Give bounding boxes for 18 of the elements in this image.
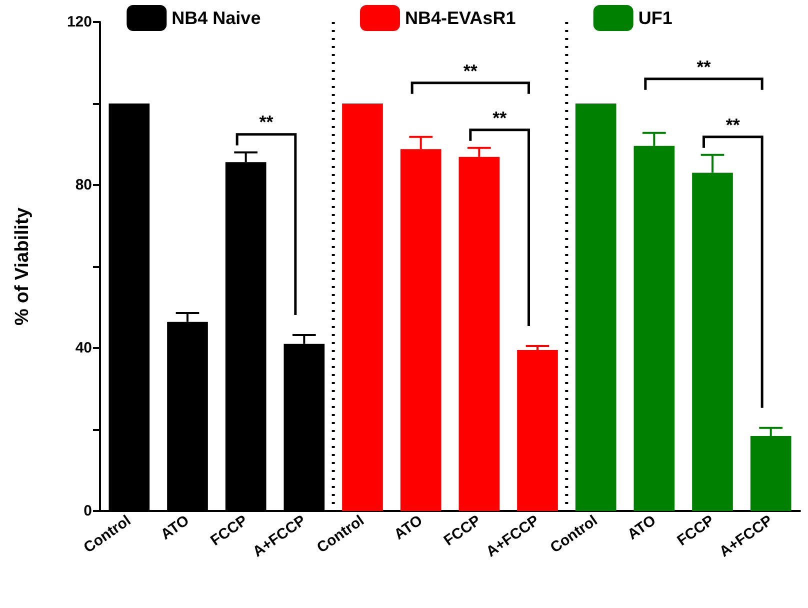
bar	[342, 104, 383, 511]
x-tick-label: ATO	[624, 512, 660, 544]
y-tick-label: 40	[75, 340, 92, 356]
annotation: **	[259, 112, 274, 134]
y-tick-label: 80	[75, 176, 92, 194]
x-tick-label: ATO	[391, 512, 426, 544]
y-tick-label: 0	[84, 502, 92, 520]
y-axis-title: % of Viability	[12, 207, 33, 326]
bar	[575, 104, 616, 511]
annotation: **	[463, 60, 478, 82]
legend-label: NB4 Naive	[172, 8, 261, 28]
y-tick-label: 120	[66, 14, 92, 30]
legend-label: UF1	[638, 8, 672, 28]
legend-label: NB4-EVAsR1	[405, 8, 516, 28]
annotation: **	[696, 56, 711, 78]
x-tick-label: ATO	[158, 512, 193, 544]
annotation: **	[492, 108, 507, 129]
annotation: **	[726, 114, 740, 136]
